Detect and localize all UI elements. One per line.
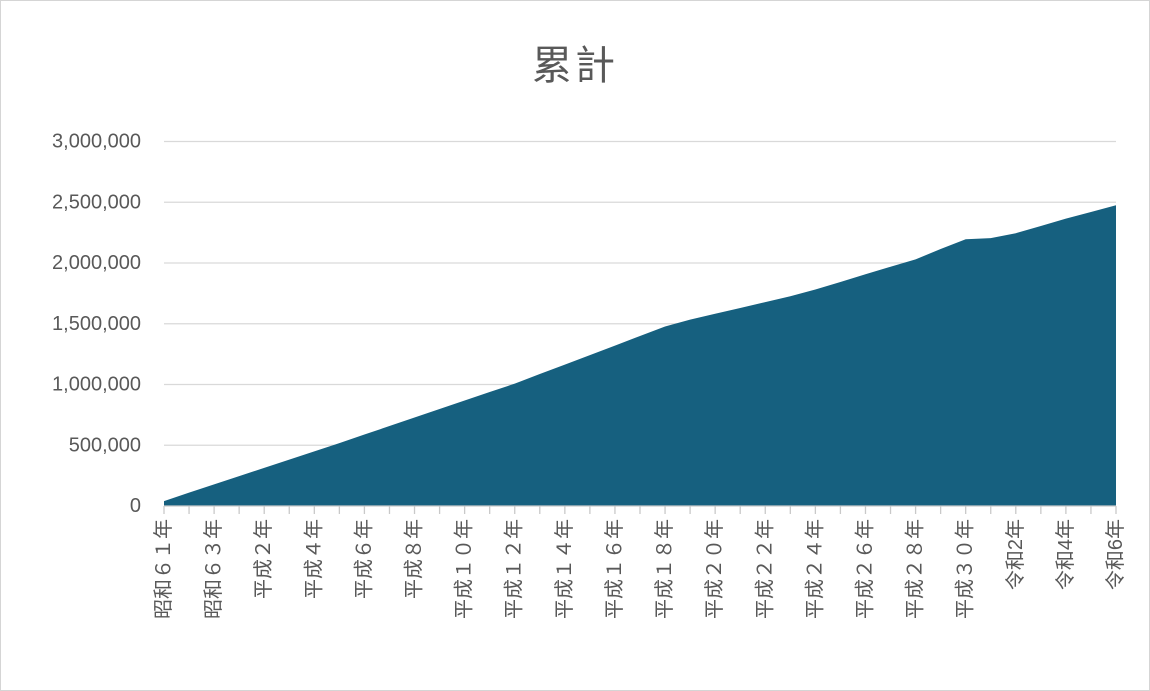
x-axis-label: 平成６年 bbox=[352, 519, 375, 599]
chart-title: 累計 bbox=[532, 44, 618, 88]
y-axis-label: 3,000,000 bbox=[52, 131, 141, 153]
y-axis-label: 1,500,000 bbox=[52, 313, 141, 335]
x-axis-label: 平成１８年 bbox=[653, 519, 676, 619]
x-axis-label: 平成２年 bbox=[252, 519, 275, 599]
y-axis-label: 2,000,000 bbox=[52, 252, 141, 274]
x-axis-label: 平成８年 bbox=[403, 519, 426, 599]
axis-label-group: 0 500,000 1,000,000 1,500,000 2,000,000 2,500… bbox=[52, 131, 1127, 620]
x-axis-label: 平成３０年 bbox=[954, 519, 977, 619]
x-axis-label: 平成２２年 bbox=[753, 519, 776, 619]
y-axis-label: 500,000 bbox=[69, 434, 141, 456]
y-axis-label: 1,000,000 bbox=[52, 374, 141, 396]
x-axis-label: 令和2年 bbox=[1004, 519, 1027, 590]
x-axis-label: 令和4年 bbox=[1054, 519, 1077, 590]
series-group bbox=[164, 205, 1116, 506]
x-axis-label: 平成２４年 bbox=[803, 519, 826, 619]
y-axis-label: 0 bbox=[130, 495, 141, 517]
axis-group bbox=[163, 505, 1117, 514]
x-axis-label: 平成１６年 bbox=[603, 519, 626, 619]
x-axis-label: 平成２６年 bbox=[853, 519, 876, 619]
x-axis-label: 平成１４年 bbox=[553, 519, 576, 619]
x-axis-label: 昭和６３年 bbox=[202, 519, 225, 619]
area-series bbox=[164, 205, 1116, 506]
x-axis-label: 平成１０年 bbox=[453, 519, 476, 619]
x-axis-label: 平成１２年 bbox=[503, 519, 526, 619]
x-axis-label: 平成４年 bbox=[302, 519, 325, 599]
x-axis-label: 令和6年 bbox=[1104, 519, 1127, 590]
x-axis-label: 平成２０年 bbox=[703, 519, 726, 619]
x-axis-label: 昭和６１年 bbox=[152, 519, 175, 619]
y-axis-label: 2,500,000 bbox=[52, 191, 141, 213]
x-axis-label: 平成２８年 bbox=[904, 519, 927, 619]
